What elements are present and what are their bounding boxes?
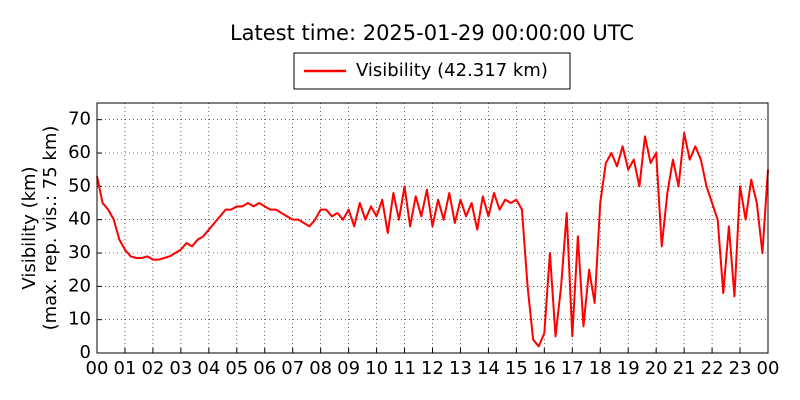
x-tick-label: 13	[449, 358, 472, 379]
x-tick-label: 18	[589, 358, 612, 379]
y-tick-label: 70	[68, 109, 91, 130]
x-tick-label: 20	[645, 358, 668, 379]
x-tick-label: 17	[561, 358, 584, 379]
x-tick-label: 05	[225, 358, 248, 379]
x-tick-label: 23	[729, 358, 752, 379]
x-tick-label: 02	[141, 358, 164, 379]
x-tick-label: 21	[673, 358, 696, 379]
chart-title: Latest time: 2025-01-29 00:00:00 UTC	[230, 21, 634, 45]
x-tick-label: 06	[253, 358, 276, 379]
data-line	[96, 132, 769, 348]
y-tick-label: 10	[68, 309, 91, 330]
plot-frame	[96, 102, 769, 354]
y-tick-label: 40	[68, 209, 91, 230]
y-tick-label: 60	[68, 142, 91, 163]
x-tick-label: 12	[421, 358, 444, 379]
y-tick-label: 0	[80, 342, 91, 363]
legend-label: Visibility (42.317 km)	[356, 60, 548, 81]
y-axis-label: Visibility (km)	[19, 166, 40, 289]
y-axis-label: (max. rep. vis.: 75 km)	[40, 126, 61, 331]
x-tick-label: 15	[505, 358, 528, 379]
y-tick-label: 30	[68, 242, 91, 263]
x-tick-label: 07	[281, 358, 304, 379]
x-tick-label: 09	[337, 358, 360, 379]
x-tick-label: 11	[393, 358, 416, 379]
x-tick-label: 00	[757, 358, 780, 379]
y-tick-label: 50	[68, 175, 91, 196]
x-tick-label: 14	[477, 358, 500, 379]
x-tick-label: 00	[86, 358, 109, 379]
x-tick-label: 16	[533, 358, 556, 379]
x-tick-label: 10	[365, 358, 388, 379]
x-tick-label: 22	[701, 358, 724, 379]
x-tick-label: 19	[617, 358, 640, 379]
x-tick-label: 08	[309, 358, 332, 379]
x-tick-label: 04	[197, 358, 220, 379]
x-tick-label: 03	[169, 358, 192, 379]
y-tick-label: 20	[68, 275, 91, 296]
x-tick-label: 01	[114, 358, 137, 379]
